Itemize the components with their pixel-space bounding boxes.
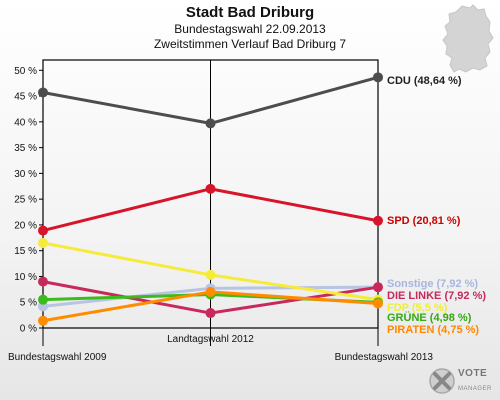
series-end-label: SPD (20,81 %)	[387, 215, 461, 227]
data-point	[38, 294, 48, 305]
chart-subtitle: Bundestagswahl 22.09.2013	[174, 22, 326, 36]
data-point	[373, 282, 383, 293]
data-point	[38, 237, 48, 248]
data-point	[373, 72, 383, 83]
logo-name: VOTE	[458, 368, 488, 379]
chart-header: Stadt Bad Driburg Bundestagswahl 22.09.2…	[0, 4, 500, 52]
x-tick-label: Landtagswahl 2012	[167, 334, 254, 345]
data-point	[373, 215, 383, 226]
series-end-label: PIRATEN (4,75 %)	[387, 324, 479, 336]
end-label-layer: CDU (48,64 %) SPD (20,81 %) Sonstige (7,92…	[387, 75, 486, 336]
votemanager-logo-icon	[429, 368, 455, 394]
chart-subtitle-2: Zweitstimmen Verlauf Bad Driburg 7	[153, 37, 347, 51]
x-tick-label: Bundestagswahl 2013	[335, 352, 434, 363]
data-point	[205, 183, 216, 194]
chart-title: Stadt Bad Driburg	[185, 4, 315, 21]
y-tick-label: 40 %	[14, 117, 37, 128]
x-tick-label: Bundestagswahl 2009	[8, 352, 107, 363]
y-tick-label: 10 %	[14, 272, 37, 283]
y-tick-label: 25 %	[14, 195, 37, 206]
y-tick-label: 5 %	[20, 298, 37, 309]
series-end-label: FDP (5,5 %)	[387, 302, 448, 314]
data-point	[38, 315, 48, 326]
series-end-label: Sonstige (7,92 %)	[387, 278, 478, 290]
series-end-label: DIE LINKE (7,92 %)	[387, 290, 486, 302]
data-point	[373, 298, 383, 309]
y-tick-label: 15 %	[14, 246, 37, 257]
data-point	[205, 118, 216, 129]
series-end-label: CDU (48,64 %)	[387, 75, 462, 87]
data-point	[38, 225, 48, 236]
series-end-label: GRÜNE (4,98 %)	[387, 311, 472, 324]
data-point	[38, 87, 48, 98]
series-layer	[38, 72, 383, 326]
germany-map-icon	[442, 4, 494, 73]
y-tick-label: 0 %	[20, 324, 37, 335]
data-point	[205, 308, 216, 319]
data-point	[38, 276, 48, 287]
data-point	[205, 286, 216, 297]
y-tick-label: 50 %	[14, 66, 37, 77]
y-tick-label: 35 %	[14, 143, 37, 154]
y-tick-label: 45 %	[14, 92, 37, 103]
y-tick-label: 20 %	[14, 220, 37, 231]
logo-sub: MANAGER	[458, 386, 492, 392]
data-point	[205, 269, 216, 280]
y-tick-label: 30 %	[14, 169, 37, 180]
axis-layer: 0 % 5 % 10 % 15 % 20 % 25 % 30 % 35 % 40 % 45 % 50…	[8, 59, 434, 363]
